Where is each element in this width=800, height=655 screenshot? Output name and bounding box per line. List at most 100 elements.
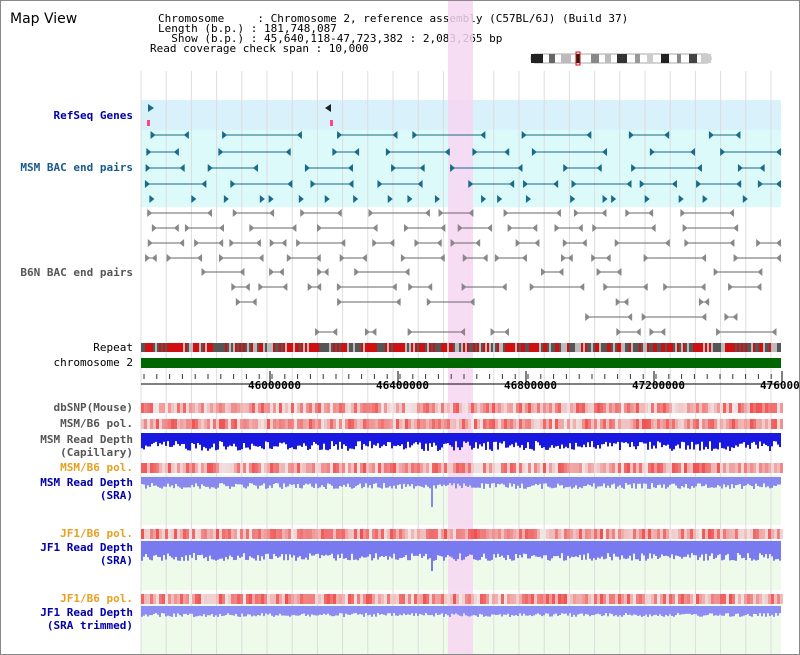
b6n-bac-end [229,239,235,247]
dbsnp-strip [762,403,765,413]
jf1-sra-depth-bar [623,541,625,559]
jf1-read-depth-trimmed-label[interactable]: JF1 Read Depth [40,606,133,619]
dbsnp-strip [183,403,186,413]
msm-b6-pol-strip [771,419,774,429]
jf1-b6-pol-strip [411,529,414,539]
msm-sra-depth-bar [451,477,453,486]
msm-sra-depth-bar [517,477,519,486]
msm-b6-pol-sra-strip [276,463,279,473]
msm-sra-depth-bar [387,477,389,488]
dbsnp-strip [318,403,321,413]
repeat-element [741,343,743,352]
msm-b6-pol-strip [276,419,279,429]
msm-b6-pol-sra-label[interactable]: MSM/B6 pol. [60,461,133,474]
b6n-bac-end [400,254,406,262]
dbsnp-label[interactable]: dbSNP(Mouse) [53,401,133,414]
msm-sra-depth-bar [661,477,663,488]
dbsnp-strip [771,403,774,413]
msm-b6-pol-strip [312,419,315,429]
jf1-b6-pol-trimmed-strip [630,594,633,604]
jf1-b6-pol-trimmed-strip [621,594,624,604]
jf1-trimmed-depth-bar [471,606,473,616]
jf1-b6-pol-trimmed-strip [300,594,303,604]
jf1-trimmed-depth-bar [775,606,777,614]
repeat-element [705,343,707,352]
jf1-sra-depth-bar [565,541,567,561]
repeat-element [509,343,511,352]
msm-sra-depth-bar [321,477,323,486]
jf1-b6-pol-strip [387,529,390,539]
msm-capillary-depth-bar [179,433,181,446]
jf1-trimmed-depth-bar [273,606,275,617]
b6n-bac-label[interactable]: B6N BAC end pairs [20,266,133,279]
jf1-sra-depth-bar [245,541,247,560]
jf1-b6-pol-strip [339,529,342,539]
jf1-b6-pol-trimmed-strip [678,594,681,604]
repeat-element [657,343,659,352]
msm-sra-depth-bar [541,477,543,489]
msm-b6-pol-label[interactable]: MSM/B6 pol. [60,417,133,430]
dbsnp-strip [507,403,510,413]
jf1-trimmed-depth-bar [321,606,323,615]
jf1-b6-pol-trimmed-label[interactable]: JF1/B6 pol. [60,592,133,605]
msm-capillary-depth-bar [461,433,463,448]
repeat-element [745,343,747,352]
msm-read-depth-sra-label[interactable]: MSM Read Depth [40,476,133,489]
jf1-trimmed-depth-bar [657,606,659,616]
msm-b6-pol-strip [717,419,720,429]
msm-sra-depth-bar [549,477,551,488]
jf1-b6-pol-strip [564,529,567,539]
msm-sra-depth-bar [149,477,151,488]
jf1-sra-depth-bar [621,541,623,556]
repeat-element [553,343,555,352]
b6n-bac-end [728,283,734,291]
jf1-sra-depth-bar [335,541,337,561]
jf1-b6-pol-strip [489,529,492,539]
msm-b6-pol-strip [519,419,522,429]
dbsnp-strip [462,403,465,413]
jf1-read-depth-label[interactable]: JF1 Read Depth [40,541,133,554]
msm-bac-label[interactable]: MSM BAC end pairs [20,161,133,174]
jf1-b6-pol-trimmed-strip [642,594,645,604]
jf1-trimmed-depth-bar [615,606,617,616]
msm-sra-depth-bar [489,477,491,488]
jf1-sra-depth-bar [515,541,517,555]
msm-sra-depth-bar [245,477,247,489]
jf1-trimmed-depth-bar [183,606,185,615]
msm-capillary-depth-bar [605,433,607,442]
refseq-genes-label[interactable]: RefSeq Genes [53,109,133,122]
msm-sra-depth-bar [439,477,441,485]
jf1-sra-depth-bar [487,541,489,561]
msm-capillary-depth-bar [213,433,215,444]
chromosome-label[interactable]: chromosome 2 [53,356,133,369]
msm-capillary-depth-bar [397,433,399,446]
msm-capillary-depth-bar [587,433,589,443]
msm-capillary-depth-bar [409,433,411,448]
b6n-bac-end [577,224,583,232]
msm-b6-pol-sra-strip [450,463,453,473]
jf1-trimmed-depth-bar [549,606,551,617]
msm-read-depth-label[interactable]: MSM Read Depth [40,433,133,446]
jf1-b6-pol-label[interactable]: JF1/B6 pol. [60,527,133,540]
jf1-sra-depth-bar [231,541,233,558]
jf1-b6-pol-strip [153,529,156,539]
msm-bac-end [602,195,608,203]
jf1-trimmed-depth-bar [195,606,197,617]
chromosome-bar [141,358,781,368]
msm-capillary-depth-bar [713,433,715,449]
msm-capillary-depth-bar [377,433,379,444]
repeat-element [251,343,253,352]
jf1-sra-depth-bar [433,541,435,561]
repeat-label[interactable]: Repeat [93,341,133,354]
msm-capillary-depth-bar [145,433,147,446]
jf1-b6-pol-strip [618,529,621,539]
msm-sra-depth-bar [317,477,319,489]
msm-capillary-depth-bar [533,433,535,451]
msm-sra-depth-bar [453,477,455,484]
jf1-b6-pol-strip [603,529,606,539]
jf1-b6-pol-strip [531,529,534,539]
jf1-sra-depth-bar [755,541,757,561]
msm-sra-depth-bar [687,477,689,489]
msm-capillary-depth-bar [633,433,635,447]
